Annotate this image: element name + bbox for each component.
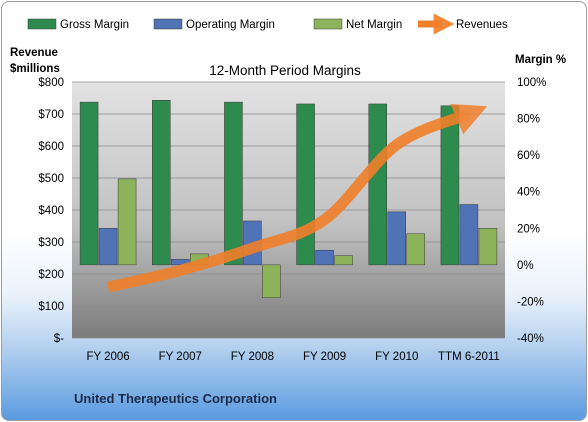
y-right-axis-title: Margin %	[515, 54, 566, 66]
net-margin-bar	[406, 233, 425, 266]
y-right-tick-label: 60%	[517, 150, 540, 162]
y-left-tick-label: $200	[38, 269, 64, 281]
y-left-tick-label: $700	[38, 109, 64, 121]
gross-margin-bar	[440, 105, 460, 266]
operating-margin-bar	[98, 228, 118, 266]
legend-net-margin-swatch	[313, 18, 343, 30]
y-left-axis-title: Revenue	[10, 47, 58, 59]
net-margin-bar	[334, 255, 353, 266]
y-left-tick-label: $600	[38, 141, 64, 153]
operating-margin-bar	[387, 211, 406, 266]
y-right-tick-label: 80%	[517, 114, 540, 126]
y-left-tick-label: $300	[38, 237, 64, 249]
chart-title: 12-Month Period Margins	[209, 63, 361, 78]
gross-margin-bar	[79, 101, 99, 266]
gross-margin-bar	[152, 100, 171, 266]
x-tick-label: TTM 6-2011	[438, 351, 500, 363]
y-right-tick-label: -40%	[517, 333, 544, 345]
revenues-line	[106, 103, 488, 293]
operating-margin-bar	[315, 249, 334, 266]
legend-operating-margin-swatch	[153, 18, 183, 30]
y-right-tick-label: 0%	[517, 260, 534, 272]
legend-operating-margin: Operating Margin	[186, 19, 275, 31]
x-tick-label: FY 2010	[375, 351, 418, 363]
legend-revenues: Revenues	[456, 19, 508, 31]
gross-margin-bar	[368, 103, 387, 266]
y-left-tick-label: $100	[38, 301, 64, 313]
gross-margin-bar	[224, 101, 243, 266]
y-right-tick-label: 20%	[517, 223, 540, 235]
net-margin-bar	[117, 178, 137, 266]
x-tick-label: FY 2008	[231, 351, 274, 363]
y-left-tick-label: $-	[54, 333, 64, 345]
x-tick-label: FY 2006	[86, 351, 129, 363]
net-margin-bar	[262, 264, 281, 299]
gross-margin-bar	[296, 103, 315, 266]
y-right-tick-label: 100%	[517, 77, 546, 89]
legend-net-margin: Net Margin	[346, 19, 402, 31]
y-right-tick-label: 40%	[517, 187, 540, 199]
net-margin-bar	[478, 228, 498, 266]
y-left-tick-label: $500	[38, 173, 64, 185]
company-name: United Therapeutics Corporation	[74, 391, 277, 406]
y-left-tick-label: $800	[38, 77, 64, 89]
operating-margin-bar	[459, 204, 479, 266]
legend-gross-margin-swatch	[27, 18, 57, 30]
x-tick-label: FY 2007	[159, 351, 202, 363]
x-tick-label: FY 2009	[303, 351, 346, 363]
y-left-axis-title: $millions	[10, 63, 60, 75]
y-right-tick-label: -20%	[517, 296, 544, 308]
legend-gross-margin: Gross Margin	[60, 19, 129, 31]
y-left-tick-label: $400	[38, 205, 64, 217]
